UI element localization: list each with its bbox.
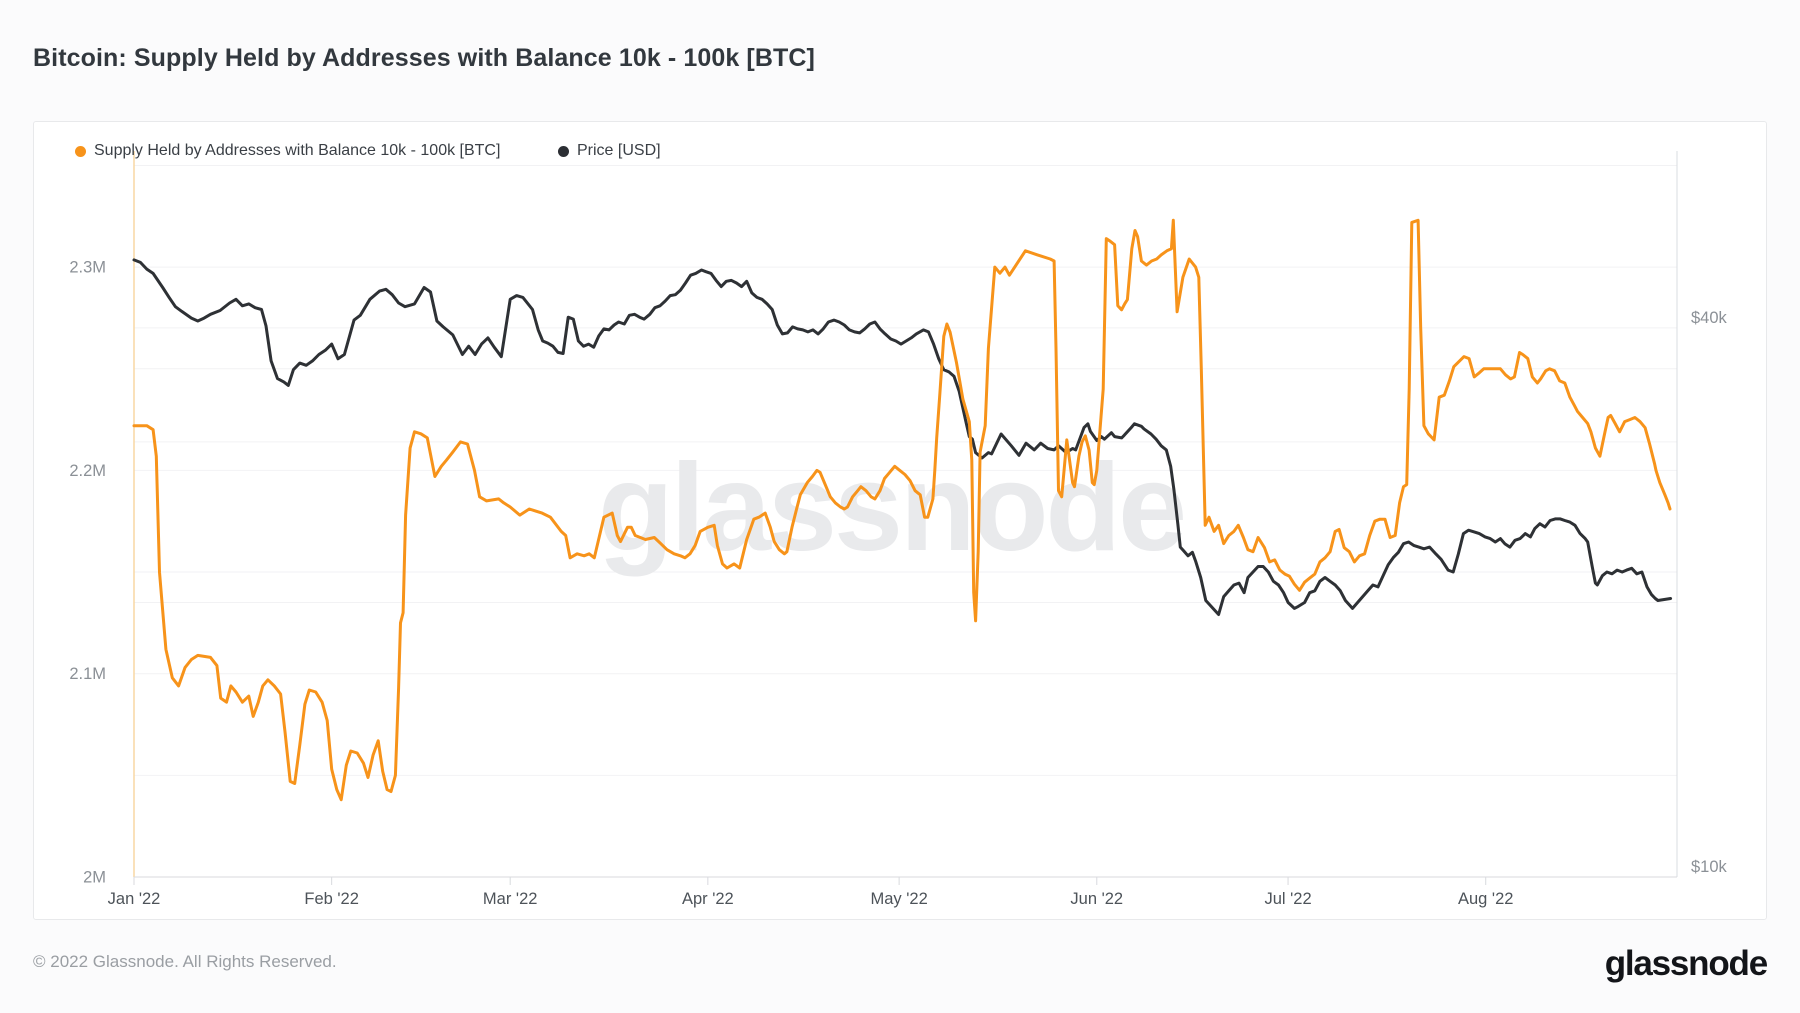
legend-item-price[interactable]: Price [USD]	[558, 142, 661, 160]
brand-logo[interactable]: glassnode	[1604, 944, 1769, 983]
y-axis-label-left: 2.3M	[69, 259, 106, 277]
x-axis-label: Jan '22	[108, 890, 161, 908]
y-axis-label-left: 2.2M	[69, 462, 106, 480]
series-supply-line	[132, 218, 1672, 802]
legend-label-price: Price [USD]	[577, 142, 661, 159]
legend-swatch-supply-icon	[75, 145, 86, 157]
x-axis-label: Jul '22	[1264, 890, 1311, 908]
legend-item-supply[interactable]: Supply Held by Addresses with Balance 10…	[75, 142, 500, 160]
y-axis-label-right: $40k	[1691, 309, 1728, 327]
legend-swatch-price-icon	[558, 145, 569, 157]
x-axis-label: Feb '22	[304, 890, 359, 908]
legend-label-supply: Supply Held by Addresses with Balance 10…	[94, 142, 501, 159]
x-axis-label: May '22	[870, 890, 927, 908]
legend: Supply Held by Addresses with Balance 10…	[34, 142, 1766, 160]
series-price-line	[132, 258, 1673, 616]
page-title: Bitcoin: Supply Held by Addresses with B…	[33, 44, 815, 72]
y-axis-label-left: 2M	[83, 869, 106, 887]
x-axis-label: Mar '22	[483, 890, 538, 908]
chart-card: glassnode Jan '22 Feb '22 Mar '22 Apr '22 May…	[33, 121, 1767, 920]
x-axis-label: Jun '22	[1070, 890, 1123, 908]
y-axis-label-right: $10k	[1691, 858, 1728, 876]
x-axis-label: Apr '22	[682, 890, 734, 908]
y-axis-label-left: 2.1M	[69, 665, 106, 683]
footer-copyright: © 2022 Glassnode. All Rights Reserved.	[33, 952, 337, 971]
x-axis-label: Aug '22	[1458, 890, 1513, 908]
